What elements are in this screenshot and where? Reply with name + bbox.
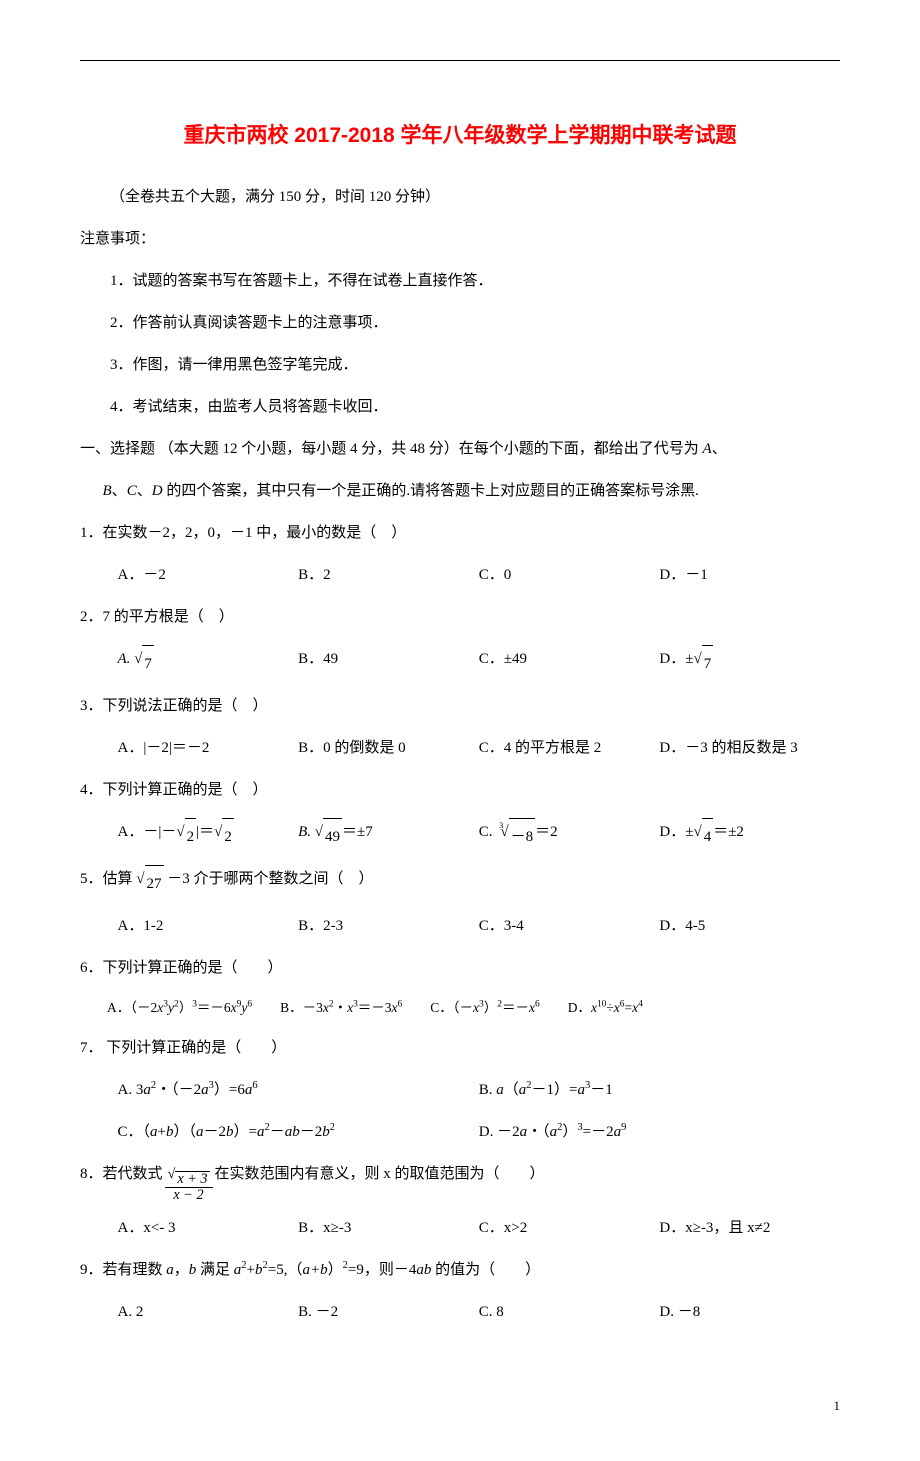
question-5-options: A．1-2 B．2-3 C．3-4 D．4-5 [118, 908, 841, 944]
option: C．0 [479, 557, 660, 593]
option: B．－3x2・x3＝－3x6 [280, 992, 402, 1024]
option: B. －2 [298, 1294, 479, 1330]
option: B．49 [298, 641, 479, 682]
question-4: 4．下列计算正确的是（ ） [80, 772, 840, 808]
option: C．（－x3）2＝－x6 [430, 992, 539, 1024]
option: A. 2 [118, 1294, 299, 1330]
option: B．0 的倒数是 0 [298, 730, 479, 766]
option: D．±√4＝±2 [659, 814, 840, 855]
question-7-options-row2: C．（a+b）（a－2b）=a2－ab－2b2 D. －2a・（a2）3=－2a… [118, 1114, 841, 1150]
exam-subtitle: （全卷共五个大题，满分 150 分，时间 120 分钟） [80, 179, 840, 215]
question-9-options: A. 2 B. －2 C. 8 D. －8 [118, 1294, 841, 1330]
option: C．（a+b）（a－2b）=a2－ab－2b2 [118, 1114, 479, 1150]
question-1-options: A．－2 B．2 C．0 D．－1 [118, 557, 841, 593]
option: D．－1 [659, 557, 840, 593]
question-3: 3．下列说法正确的是（ ） [80, 688, 840, 724]
question-5: 5．估算 √27 －3 介于哪两个整数之间（ ） [80, 861, 840, 902]
page-number: 1 [80, 1390, 840, 1421]
option: C. 3√－8＝2 [479, 814, 660, 855]
question-8-options: A．x<- 3 B．x≥-3 C．x>2 D．x≥-3，且 x≠2 [118, 1210, 841, 1246]
option: D．±√7 [659, 641, 840, 682]
option: A．1-2 [118, 908, 299, 944]
question-4-options: A．－|－√2|＝√2 B. √49＝±7 C. 3√－8＝2 D．±√4＝±2 [118, 814, 841, 855]
option: B. a（a2－1）=a3－1 [479, 1072, 840, 1108]
option: D．x≥-3，且 x≠2 [659, 1210, 840, 1246]
option: B. √49＝±7 [298, 814, 479, 855]
section-1-header-line1: 一、选择题 （本大题 12 个小题，每小题 4 分，共 48 分）在每个小题的下… [80, 431, 840, 467]
option: D. －2a・（a2）3=－2a9 [479, 1114, 840, 1150]
option: B．2 [298, 557, 479, 593]
question-9: 9．若有理数 a，b 满足 a2+b2=5,（a+b）2=9，则－4ab 的值为… [80, 1252, 840, 1288]
notice-item: 3．作图，请一律用黑色签字笔完成． [80, 347, 840, 383]
fraction-expression: √x + 3 x − 2 [165, 1167, 213, 1204]
notice-item: 1．试题的答案书写在答题卡上，不得在试卷上直接作答． [80, 263, 840, 299]
question-7: 7． 下列计算正确的是（ ） [80, 1030, 840, 1066]
question-7-options-row1: A. 3a2・（－2a3）=6a6 B. a（a2－1）=a3－1 [118, 1072, 841, 1108]
option: A．（－2x3y2）3＝－6x9y6 [107, 992, 252, 1024]
question-3-options: A．|－2|＝－2 B．0 的倒数是 0 C．4 的平方根是 2 D．－3 的相… [118, 730, 841, 766]
top-horizontal-rule [80, 60, 840, 61]
option: C．4 的平方根是 2 [479, 730, 660, 766]
option: B．x≥-3 [298, 1210, 479, 1246]
notice-item: 4．考试结束，由监考人员将答题卡收回． [80, 389, 840, 425]
exam-title: 重庆市两校 2017-2018 学年八年级数学上学期期中联考试题 [80, 111, 840, 161]
question-8: 8．若代数式 √x + 3 x − 2 在实数范围内有意义，则 x 的取值范围为… [80, 1156, 840, 1204]
option: C．3-4 [479, 908, 660, 944]
option: C. 8 [479, 1294, 660, 1330]
option: D. －8 [659, 1294, 840, 1330]
notice-header: 注意事项： [80, 221, 840, 257]
section-1-header-line2: B、C、D 的四个答案，其中只有一个是正确的.请将答题卡上对应题目的正确答案标号… [80, 473, 840, 509]
option: D．－3 的相反数是 3 [659, 730, 840, 766]
option: B．2-3 [298, 908, 479, 944]
question-1: 1．在实数－2，2，0，－1 中，最小的数是（ ） [80, 515, 840, 551]
question-6-options: A．（－2x3y2）3＝－6x9y6 B．－3x2・x3＝－3x6 C．（－x3… [107, 992, 840, 1024]
option: D．4-5 [659, 908, 840, 944]
option: A．|－2|＝－2 [118, 730, 299, 766]
notice-item: 2．作答前认真阅读答题卡上的注意事项． [80, 305, 840, 341]
option: C．x>2 [479, 1210, 660, 1246]
question-6: 6．下列计算正确的是（ ） [80, 950, 840, 986]
option: A．x<- 3 [118, 1210, 299, 1246]
option: A. 3a2・（－2a3）=6a6 [118, 1072, 479, 1108]
question-2-options: A. √7 B．49 C．±49 D．±√7 [118, 641, 841, 682]
question-2: 2．7 的平方根是（ ） [80, 599, 840, 635]
option: A．－2 [118, 557, 299, 593]
option: D．x10÷x6=x4 [568, 992, 643, 1024]
option: C．±49 [479, 641, 660, 682]
option: A．－|－√2|＝√2 [118, 814, 299, 855]
option: A. √7 [118, 641, 299, 682]
